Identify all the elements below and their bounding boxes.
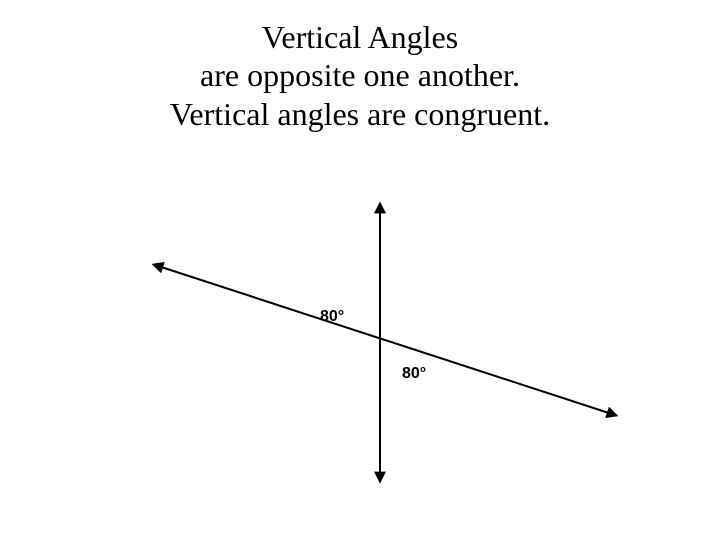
angle-label-lower: 80° xyxy=(402,365,426,383)
angles-diagram xyxy=(0,0,720,540)
slanted-line xyxy=(155,265,615,415)
angle-label-upper: 80° xyxy=(320,308,344,326)
